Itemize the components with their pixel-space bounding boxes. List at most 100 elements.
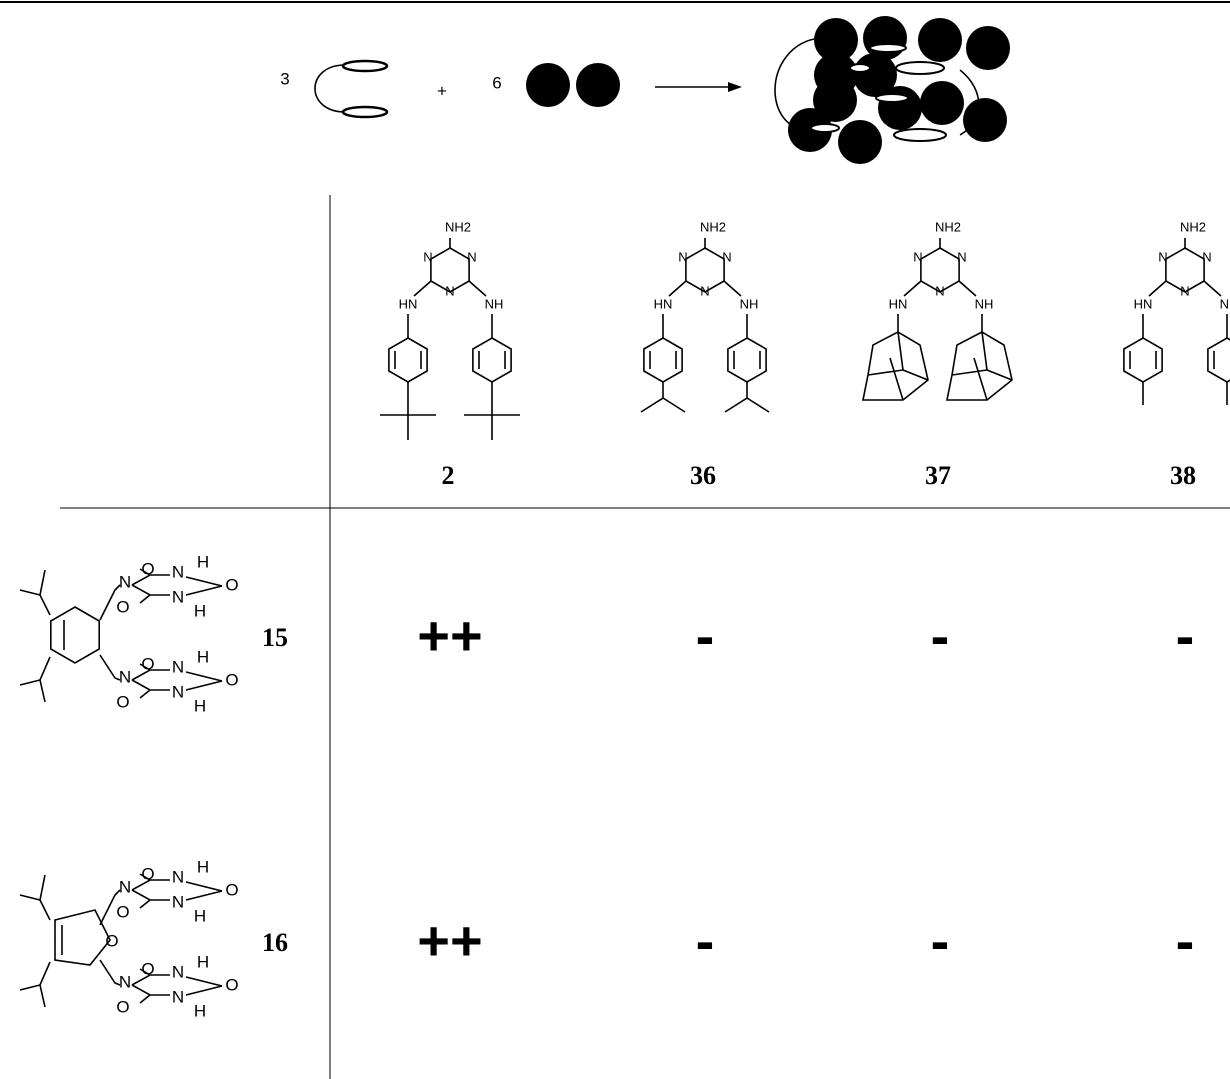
triazine-ring [430, 247, 470, 293]
atom-label: H [197, 647, 209, 666]
imide-ring [131, 568, 223, 604]
host-disk [341, 59, 389, 73]
atom-label: HN [654, 296, 673, 311]
compound-label: 16 [262, 928, 288, 957]
furan-ring [54, 909, 111, 966]
bond [1148, 238, 1222, 297]
atom-label: HN [399, 296, 418, 311]
atom-label: N [172, 962, 184, 981]
isopropyl [640, 382, 686, 413]
atom-label: O [105, 931, 118, 950]
atom-label: NH2 [700, 219, 726, 234]
atom-label: O [225, 575, 238, 594]
atom-label: N [1202, 249, 1211, 264]
atom-label: NH [485, 296, 504, 311]
double-bond [478, 351, 506, 369]
atom-label: H [197, 952, 209, 971]
coefficient: 3 [280, 69, 289, 88]
atom-label: O [141, 864, 154, 883]
result: - [931, 604, 950, 667]
atom-label: N [722, 249, 731, 264]
atom-label: O [225, 670, 238, 689]
bond [903, 238, 977, 297]
result: ++ [417, 909, 482, 972]
atom-label: HN [889, 296, 908, 311]
atom-label: H [194, 906, 206, 925]
atom-label: N [1180, 283, 1189, 298]
adamantyl [862, 331, 929, 401]
isopropyl [724, 382, 770, 413]
adamantyl [946, 331, 1013, 401]
coefficient: 6 [492, 73, 501, 92]
double-bond [394, 351, 422, 369]
host-disk [341, 105, 389, 119]
atom-label: O [225, 975, 238, 994]
atom-label: N [913, 249, 922, 264]
atom-label: N [1158, 249, 1167, 264]
atom-label: H [194, 601, 206, 620]
atom-label: H [197, 552, 209, 571]
atom-label: N [172, 587, 184, 606]
phenyl-ring [1207, 337, 1230, 383]
guest-sphere [576, 63, 620, 107]
atom-label: N [957, 249, 966, 264]
atom-label: O [116, 997, 129, 1016]
atom-label: O [141, 654, 154, 673]
atom-label: H [194, 696, 206, 715]
isopropyl [19, 569, 51, 703]
atom-label: H [197, 857, 209, 876]
methylene [99, 584, 121, 681]
double-bond [649, 351, 677, 369]
atom-label: N [467, 249, 476, 264]
atom-label: N [119, 972, 131, 991]
atom-label: HN [1134, 296, 1153, 311]
atom-label: N [935, 283, 944, 298]
triazine-ring [1165, 247, 1205, 293]
double-bond [1213, 351, 1215, 369]
atom-label: O [141, 959, 154, 978]
atom-label: N [172, 987, 184, 1006]
atom-label: NH2 [445, 219, 471, 234]
atom-label: NH [975, 296, 994, 311]
atom-label: N [172, 867, 184, 886]
imide-ring [131, 663, 223, 699]
atom-label: N [172, 562, 184, 581]
atom-label: O [116, 902, 129, 921]
atom-label: N [119, 877, 131, 896]
atom-label: NH [740, 296, 759, 311]
atom-label: N [172, 657, 184, 676]
compound-label: 15 [262, 623, 288, 652]
atom-label: N [700, 283, 709, 298]
compound-label: 37 [925, 461, 951, 490]
compound-label: 2 [442, 461, 455, 490]
atom-label: NH [1220, 296, 1230, 311]
tert-butyl [464, 382, 520, 440]
arrow-head [728, 82, 742, 92]
atom-label: O [141, 559, 154, 578]
atom-label: NH2 [935, 219, 961, 234]
guest-sphere [526, 63, 570, 107]
double-bond [1129, 351, 1157, 369]
benzene-ring [50, 606, 100, 664]
atom-label: O [116, 597, 129, 616]
atom-label: O [225, 880, 238, 899]
imide-ring [131, 873, 223, 909]
atom-label: N [119, 572, 131, 591]
triazine-ring [920, 247, 960, 293]
compound-label: 36 [690, 461, 716, 490]
triazine-ring [685, 247, 725, 293]
result: ++ [417, 604, 482, 667]
compound-label: 38 [1170, 461, 1196, 490]
double-bond [733, 351, 761, 369]
atom-label: N [119, 667, 131, 686]
imide-ring [131, 968, 223, 1004]
bond [668, 238, 742, 297]
atom-label: H [194, 1001, 206, 1020]
result: - [696, 604, 715, 667]
result: - [931, 909, 950, 972]
host-linker [314, 64, 346, 113]
assembly-disks [810, 43, 947, 142]
atom-label: N [678, 249, 687, 264]
scheme: 3 + 6 [280, 16, 1010, 164]
